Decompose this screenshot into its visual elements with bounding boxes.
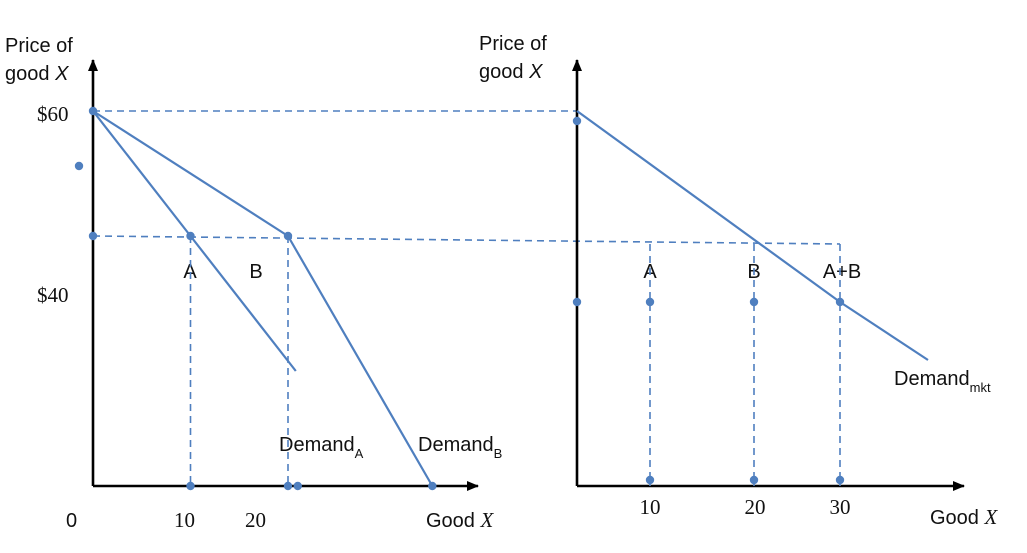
demand-b-label: DemandB bbox=[418, 434, 502, 461]
right-x-axis-title: Good X bbox=[930, 505, 998, 529]
cross-panel-guides bbox=[92, 110, 841, 245]
right-point-2 bbox=[645, 297, 655, 307]
demand-a-label: DemandA bbox=[279, 434, 364, 461]
left-x-tick-label-10: 10 bbox=[174, 508, 195, 532]
right-x-tick-label-30: 30 bbox=[830, 495, 851, 519]
right-point-label-a-plus-b: A+B bbox=[823, 261, 861, 283]
left-x-tick-label-20: 20 bbox=[245, 508, 266, 532]
right-point-0 bbox=[572, 116, 582, 126]
left-point-4 bbox=[186, 481, 195, 491]
left-x-axis-title: Good X bbox=[426, 508, 494, 532]
left-point-7 bbox=[428, 481, 437, 491]
stray-dot bbox=[74, 161, 84, 171]
left-point-label-b: B bbox=[249, 261, 262, 283]
right-point-7 bbox=[835, 475, 845, 485]
left-y-axis-title-line2: good X bbox=[5, 63, 69, 85]
right-x-tick-label-20: 20 bbox=[745, 495, 766, 519]
left-point-3 bbox=[283, 231, 293, 241]
right-point-4 bbox=[835, 297, 845, 307]
left-point-0 bbox=[88, 106, 98, 116]
demand-line-a bbox=[92, 110, 297, 372]
left-y-axis-title-line1: Price of bbox=[5, 35, 73, 57]
right-chart-marks bbox=[572, 110, 929, 486]
right-y-axis-title-line1: Price of bbox=[479, 33, 547, 55]
right-point-3 bbox=[749, 297, 759, 307]
demand-line-mkt bbox=[576, 110, 929, 361]
left-y-tick-label-40: $40 bbox=[37, 283, 69, 307]
guide-line-price-40 bbox=[92, 235, 841, 245]
right-x-tick-label-10: 10 bbox=[640, 495, 661, 519]
left-point-5 bbox=[283, 481, 293, 491]
left-point-1 bbox=[88, 231, 98, 241]
demand-line-b bbox=[92, 110, 434, 487]
demand-mkt-label: Demandmkt bbox=[894, 368, 991, 395]
right-point-1 bbox=[572, 297, 582, 307]
right-point-6 bbox=[749, 475, 759, 485]
left-panel-individual-demand: Price of good X $60 $40 0 10 20 Good X A… bbox=[5, 35, 502, 532]
origin-label: 0 bbox=[66, 510, 77, 532]
right-panel-market-demand: Price of good X 10 20 30 Good X A B A+B … bbox=[479, 33, 998, 529]
left-y-tick-label-60: $60 bbox=[37, 102, 69, 126]
left-point-2 bbox=[186, 231, 195, 241]
left-chart-marks bbox=[88, 106, 437, 491]
right-point-5 bbox=[645, 475, 655, 485]
right-y-axis-title-line2: good X bbox=[479, 61, 543, 83]
left-point-6 bbox=[293, 481, 302, 491]
